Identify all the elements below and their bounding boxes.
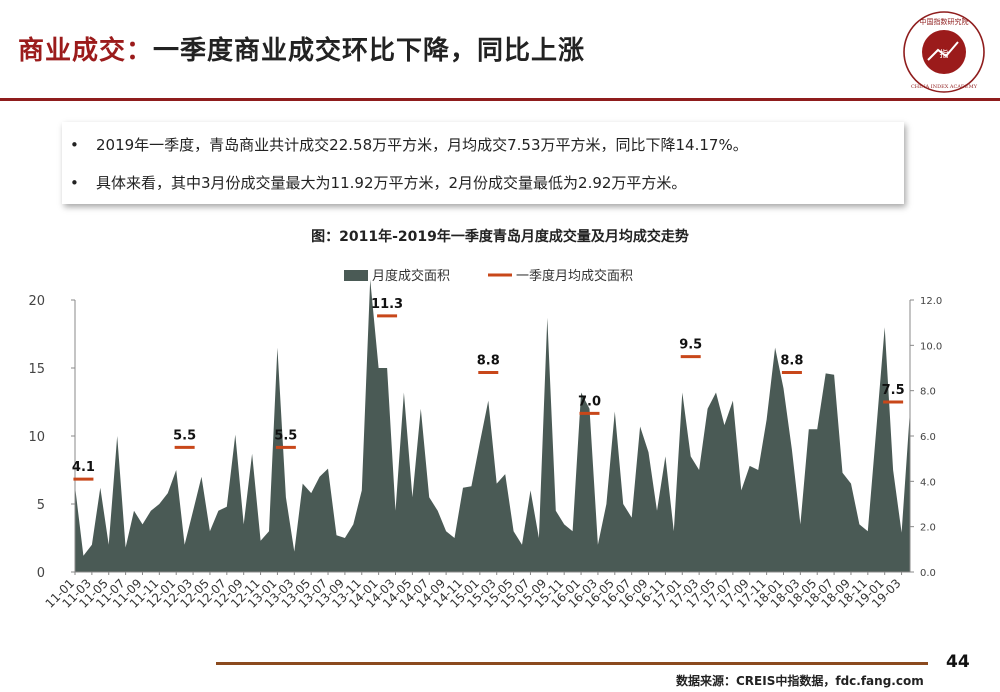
y-left-tick-label: 5 (37, 498, 45, 513)
footer-rule (216, 662, 928, 665)
china-index-academy-logo: 中国指数研究院 CHINA INDEX ACADEMY 指 (903, 11, 985, 93)
bullet-marker: • (70, 136, 79, 154)
avg-marker-label: 5.5 (173, 428, 196, 443)
y-left-tick-label: 10 (28, 430, 45, 445)
header-rule (0, 98, 1000, 101)
avg-marker-label: 7.5 (882, 383, 905, 398)
bullet-item: • 具体来看，其中3月份成交量最大为11.92万平方米，2月份成交量最低为2.92… (70, 172, 686, 193)
avg-marker-label: 11.3 (371, 297, 403, 312)
y-right-tick-label: 8.0 (920, 387, 936, 398)
logo-center-text: 指 (939, 48, 948, 60)
page-number: 44 (946, 652, 970, 672)
avg-marker-label: 7.0 (578, 394, 601, 409)
bullet-marker: • (70, 174, 79, 192)
avg-marker-label: 8.8 (477, 354, 500, 369)
y-left-tick-label: 0 (37, 566, 45, 581)
bullet-item: • 2019年一季度，青岛商业共计成交22.58万平方米，月均成交7.53万平方米… (70, 134, 748, 155)
y-left-tick-label: 15 (28, 362, 45, 377)
area-series-monthly (75, 279, 910, 572)
bullet-text: 2019年一季度，青岛商业共计成交22.58万平方米，月均成交7.53万平方米，… (96, 136, 748, 154)
bullet-text: 具体来看，其中3月份成交量最大为11.92万平方米，2月份成交量最低为2.92万… (96, 174, 687, 192)
data-source: 数据来源：CREIS中指数据，fdc.fang.com (676, 674, 924, 688)
page-title: 商业成交：一季度商业成交环比下降，同比上涨 (18, 30, 585, 67)
chart: 月度成交面积 一季度月均成交面积 0 5 10 15 20 0.0 2.0 4.0 6.0 8.0 10… (28, 268, 942, 611)
y-right-tick-label: 2.0 (920, 523, 936, 534)
chart-title: 图：2011年-2019年一季度青岛月度成交量及月均成交走势 (311, 229, 689, 245)
logo-text-cn: 中国指数研究院 (920, 17, 969, 26)
page-title-main: 一季度商业成交环比下降，同比上涨 (153, 36, 586, 66)
y-right-tick-label: 4.0 (920, 477, 936, 488)
y-right-tick-label: 0.0 (920, 568, 936, 579)
logo-text-en: CHINA INDEX ACADEMY (911, 84, 978, 90)
y-right-tick-label: 12.0 (920, 296, 942, 307)
avg-marker-label: 4.1 (72, 460, 95, 475)
legend-label-area: 月度成交面积 (372, 268, 450, 284)
page-title-accent: 商业成交： (18, 36, 154, 66)
legend-label-marker: 一季度月均成交面积 (516, 268, 633, 284)
y-right-tick-label: 10.0 (920, 341, 942, 352)
legend-swatch-area (344, 270, 368, 281)
summary-box: • 2019年一季度，青岛商业共计成交22.58万平方米，月均成交7.53万平方米… (62, 122, 904, 204)
avg-marker-label: 9.5 (679, 338, 702, 353)
y-left-tick-label: 20 (28, 294, 45, 309)
avg-marker-label: 5.5 (274, 428, 297, 443)
y-right-tick-label: 6.0 (920, 432, 936, 443)
avg-marker-label: 8.8 (780, 354, 803, 369)
